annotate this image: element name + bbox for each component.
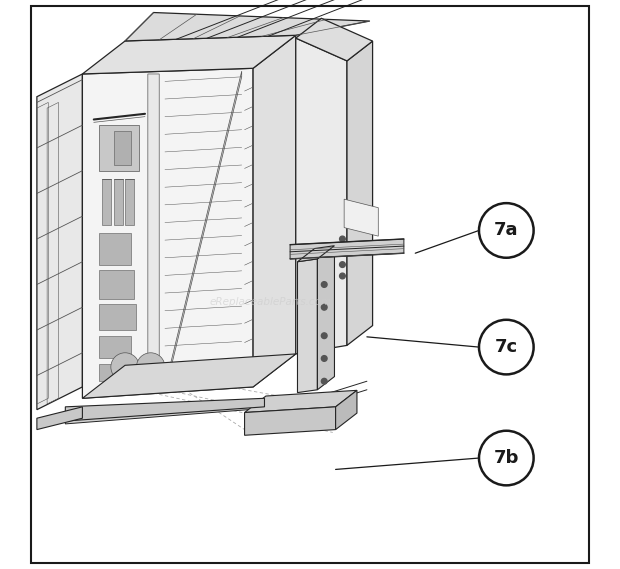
Text: 7b: 7b xyxy=(494,449,519,467)
Circle shape xyxy=(321,356,327,361)
Circle shape xyxy=(321,378,327,384)
Polygon shape xyxy=(37,407,82,430)
Polygon shape xyxy=(253,35,296,387)
Polygon shape xyxy=(298,246,334,262)
Polygon shape xyxy=(99,364,128,381)
Polygon shape xyxy=(296,18,373,61)
Polygon shape xyxy=(102,179,112,225)
Circle shape xyxy=(321,304,327,310)
Polygon shape xyxy=(296,38,347,354)
Polygon shape xyxy=(113,179,123,225)
Polygon shape xyxy=(99,233,131,265)
Polygon shape xyxy=(37,74,82,410)
Circle shape xyxy=(479,431,534,485)
Circle shape xyxy=(340,236,345,242)
Polygon shape xyxy=(82,68,253,398)
Circle shape xyxy=(321,333,327,339)
Polygon shape xyxy=(82,354,296,398)
Polygon shape xyxy=(125,179,134,225)
Polygon shape xyxy=(99,304,136,330)
Polygon shape xyxy=(113,131,131,165)
Polygon shape xyxy=(125,13,370,41)
Circle shape xyxy=(321,282,327,287)
Polygon shape xyxy=(244,407,335,435)
Circle shape xyxy=(111,353,140,381)
Polygon shape xyxy=(344,199,378,236)
Polygon shape xyxy=(82,35,296,74)
Polygon shape xyxy=(99,125,140,171)
Circle shape xyxy=(479,320,534,374)
Polygon shape xyxy=(298,259,317,393)
Circle shape xyxy=(479,203,534,258)
Polygon shape xyxy=(244,390,357,413)
Polygon shape xyxy=(99,270,134,299)
Polygon shape xyxy=(65,398,265,421)
Polygon shape xyxy=(165,71,242,393)
Polygon shape xyxy=(65,395,321,424)
Circle shape xyxy=(340,262,345,267)
Text: eReplaceableParts.com: eReplaceableParts.com xyxy=(209,296,331,307)
Polygon shape xyxy=(335,390,357,430)
Circle shape xyxy=(136,353,165,381)
Circle shape xyxy=(340,250,345,256)
Polygon shape xyxy=(148,74,159,393)
Text: 7c: 7c xyxy=(495,338,518,356)
Polygon shape xyxy=(317,246,334,390)
Text: 7a: 7a xyxy=(494,221,518,240)
Polygon shape xyxy=(290,239,404,259)
Polygon shape xyxy=(99,336,131,358)
Polygon shape xyxy=(347,41,373,345)
Circle shape xyxy=(340,273,345,279)
